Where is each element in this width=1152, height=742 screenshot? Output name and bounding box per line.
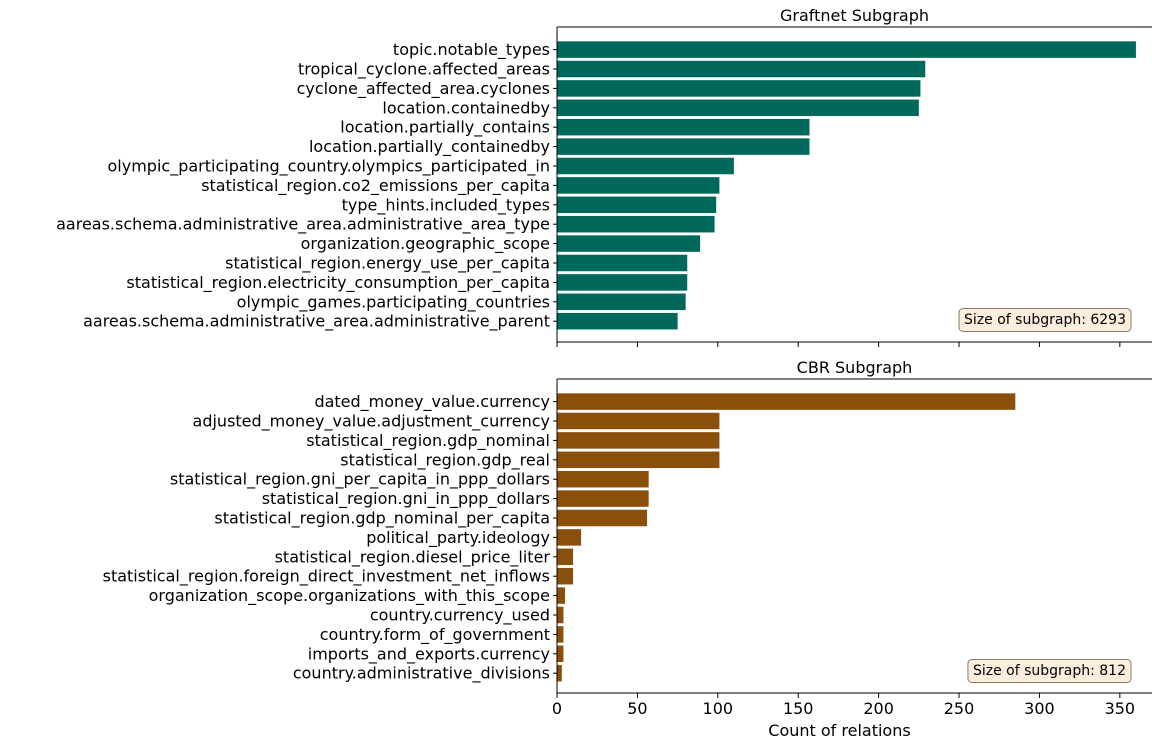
panel-2-bar-9 — [557, 548, 574, 566]
panel-1-category-label-12: statistical_region.energy_use_per_capita — [225, 254, 550, 274]
panel-2-xtick-label-6: 250 — [944, 699, 975, 718]
panel-2-category-label-7: statistical_region.gdp_nominal_per_capit… — [214, 509, 550, 529]
panel-1-bar-6 — [557, 138, 810, 155]
panel-1-annotation: Size of subgraph: 6293 — [958, 308, 1132, 332]
panel-1-category-label-10: aareas.schema.administrative_area.admini… — [56, 215, 550, 235]
panel-1-bar-1 — [557, 41, 1136, 58]
panel-2-bar-8 — [557, 529, 582, 546]
panel-1-bar-9 — [557, 196, 717, 214]
panel-2-annotation-text: Size of subgraph: 812 — [973, 663, 1126, 679]
panel-2-xtick-label-7: 300 — [1024, 699, 1055, 718]
panel-2-category-label-3: statistical_region.gdp_nominal — [306, 431, 550, 451]
panel-2-title: CBR Subgraph — [797, 358, 913, 377]
panel-2-xtick-label-1: 0 — [552, 699, 562, 718]
panel-1: Graftnet Subgraph topic.notable_typestrop… — [56, 6, 1152, 347]
panel-2-category-label-4: statistical_region.gdp_real — [340, 450, 550, 470]
panel-1-bar-13 — [557, 274, 688, 291]
panel-2-category-label-1: dated_money_value.currency — [314, 392, 550, 412]
panel-2-bar-15 — [557, 664, 562, 682]
panel-1-annotation-text: Size of subgraph: 6293 — [964, 312, 1126, 328]
panel-2-bar-3 — [557, 432, 720, 449]
panel-1-category-label-13: statistical_region.electricity_consumpti… — [126, 273, 550, 293]
panel-2-category-label-5: statistical_region.gni_per_capita_in_ppp… — [170, 470, 550, 490]
panel-1-category-label-2: tropical_cyclone.affected_areas — [298, 60, 550, 80]
panel-1-bar-2 — [557, 60, 926, 78]
panel-2-annotation-box — [967, 659, 1132, 683]
panel-2-category-label-15: country.administrative_divisions — [293, 664, 550, 684]
panel-1-bar-12 — [557, 254, 688, 272]
panel-2-annotation: Size of subgraph: 812 — [967, 659, 1132, 683]
panel-1-bar-3 — [557, 80, 921, 97]
panel-2-category-label-13: country.form_of_government — [320, 625, 550, 645]
panel-2-bar-4 — [557, 451, 720, 469]
panel-2-xtick-label-8: 350 — [1105, 699, 1136, 718]
panel-2-bar-12 — [557, 606, 564, 624]
panel-2-category-label-6: statistical_region.gni_in_ppp_dollars — [262, 489, 550, 509]
panel-1-bar-15 — [557, 312, 678, 330]
panel-1-category-label-14: olympic_games.participating_countries — [237, 292, 550, 312]
panel-1-bar-5 — [557, 118, 810, 136]
panel-1-category-label-4: location.containedby — [382, 98, 550, 117]
panel-1-category-label-15: aareas.schema.administrative_area.admini… — [83, 312, 550, 332]
panel-2-category-label-10: statistical_region.foreign_direct_invest… — [103, 567, 550, 587]
panel-2-bar-5 — [557, 470, 649, 488]
panel-1-bar-11 — [557, 235, 701, 252]
panel-1-bar-10 — [557, 215, 715, 233]
panel-1-category-label-6: location.partially_containedby — [309, 137, 550, 157]
panel-1-category-label-5: location.partially_contains — [340, 118, 550, 138]
panel-2-category-label-14: imports_and_exports.currency — [308, 644, 550, 664]
panel-1-bar-4 — [557, 99, 919, 117]
panel-1-bar-7 — [557, 157, 734, 175]
panel-1-category-label-3: cyclone_affected_area.cyclones — [297, 79, 550, 99]
panel-2-bar-13 — [557, 626, 564, 643]
panel-2-category-label-9: statistical_region.diesel_price_liter — [275, 547, 551, 567]
panel-2-xtick-label-5: 200 — [863, 699, 894, 718]
panel-1-category-label-11: organization.geographic_scope — [301, 234, 550, 254]
panel-2-bar-11 — [557, 587, 566, 604]
panel-2-bar-14 — [557, 645, 564, 663]
panel-1-category-label-7: olympic_participating_country.olympics_p… — [108, 157, 551, 177]
panel-2-bar-1 — [557, 393, 1016, 410]
panel-2-category-label-11: organization_scope.organizations_with_th… — [149, 586, 550, 606]
panel-1-category-label-1: topic.notable_types — [393, 40, 550, 60]
panel-2-category-label-2: adjusted_money_value.adjustment_currency — [193, 412, 550, 432]
panel-2-bar-7 — [557, 509, 648, 527]
panel-2-bar-6 — [557, 490, 649, 507]
panel-2-x-axis-label: Count of relations — [768, 721, 910, 740]
panel-1-bar-8 — [557, 177, 720, 194]
panel-2-category-label-8: political_party.ideology — [366, 528, 550, 548]
panel-1-category-label-8: statistical_region.co2_emissions_per_cap… — [201, 176, 550, 196]
panel-1-bar-14 — [557, 293, 686, 311]
panel-2: CBR Subgraph dated_money_value.currencyad… — [103, 358, 1152, 740]
panel-2-bar-2 — [557, 412, 720, 430]
panel-1-title: Graftnet Subgraph — [780, 6, 929, 25]
panel-1-annotation-box — [958, 308, 1132, 332]
panel-1-category-label-9: type_hints.included_types — [342, 195, 550, 215]
panel-2-xtick-label-2: 50 — [627, 699, 647, 718]
panel-2-xtick-label-3: 100 — [703, 699, 734, 718]
panel-2-xtick-label-4: 150 — [783, 699, 814, 718]
panel-2-category-label-12: country.currency_used — [370, 606, 550, 626]
panel-2-bar-10 — [557, 567, 574, 585]
